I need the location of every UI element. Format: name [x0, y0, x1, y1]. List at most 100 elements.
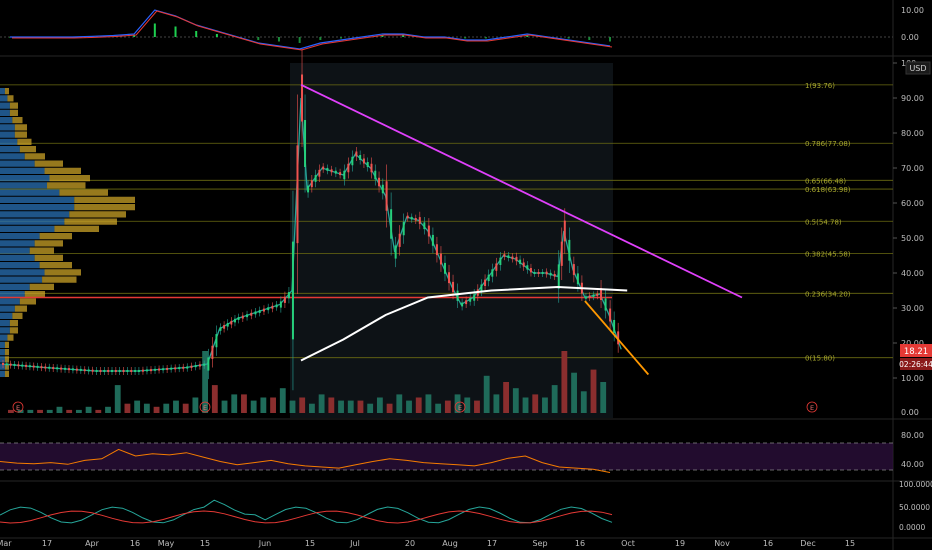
candle-body — [334, 170, 337, 174]
volume-profile-bar-sell — [44, 269, 81, 276]
candle-body — [461, 302, 464, 307]
candle-body — [439, 253, 442, 265]
candle-body — [568, 239, 571, 261]
trendline — [300, 84, 743, 299]
volume-bar — [512, 388, 519, 413]
volume-profile-bar-buy — [0, 370, 5, 377]
volume-bar — [221, 400, 228, 413]
macd-histogram-bar — [153, 23, 156, 37]
candle-body — [246, 314, 249, 318]
candle-body — [56, 367, 59, 370]
candle-body — [211, 345, 214, 359]
candle-body — [182, 366, 185, 369]
candle-body — [560, 241, 563, 266]
earnings-marker — [199, 401, 211, 413]
volume-profile-bar-sell — [4, 349, 9, 356]
x-tick-label: 19 — [675, 539, 685, 548]
volume-bar — [561, 351, 568, 413]
macd-histogram-bar — [340, 37, 343, 39]
candle-body — [141, 369, 144, 372]
x-tick-label: Jul — [349, 539, 360, 548]
price-tick-label: 30.00 — [901, 304, 924, 313]
volume-profile-bar-sell — [64, 218, 117, 225]
candle-body — [366, 162, 369, 167]
candle-body — [390, 209, 393, 239]
volume-profile-bar-sell — [4, 356, 9, 363]
volume-bar — [211, 385, 218, 413]
volume-bar — [367, 403, 374, 413]
candle-body — [287, 292, 290, 299]
candle-body — [194, 365, 197, 368]
volume-profile-bar-buy — [0, 327, 10, 334]
candle-body — [318, 169, 321, 177]
volume-profile-bar-buy — [0, 291, 25, 298]
macd-histogram-bar — [381, 35, 384, 37]
candle-body — [207, 357, 210, 371]
volume-bar — [580, 391, 587, 413]
currency-badge[interactable]: USD — [905, 61, 931, 75]
candle-body — [469, 297, 472, 302]
rsi-line — [0, 448, 611, 473]
candle-body — [473, 294, 476, 301]
x-tick-label: Dec — [800, 539, 815, 548]
volume-profile-bar-sell — [74, 204, 135, 211]
macd-histogram-bar — [257, 37, 260, 40]
candle-body — [322, 166, 325, 170]
earnings-marker-label: E — [810, 404, 814, 412]
volume-profile-bar-sell — [17, 138, 32, 145]
candle-body — [480, 284, 483, 291]
volume-profile-bar-sell — [7, 95, 14, 102]
candle-body — [491, 269, 494, 277]
macd-signal-line — [12, 10, 613, 51]
candle-body — [604, 298, 607, 311]
volume-profile-bar-buy — [0, 189, 60, 196]
volume-profile-bar-buy — [0, 341, 5, 348]
candle-body — [170, 367, 173, 370]
volume-profile-bar-buy — [0, 175, 50, 182]
macd-tick-label: 0.00 — [901, 33, 919, 42]
oscillator-line-2 — [0, 510, 613, 524]
price-pane: 1(93.76) 0.786(77.08) 0.65(66.48)0.618(63.… — [0, 9, 893, 524]
volume-profile-bar-buy — [0, 363, 5, 370]
candle-body — [9, 363, 12, 366]
macd-histogram-bar — [609, 37, 611, 42]
macd-histogram-bar — [319, 37, 322, 40]
fib-level-label: 0.236(34.20) — [805, 290, 851, 298]
candle-body — [414, 218, 417, 221]
volume-profile-bar-buy — [0, 88, 5, 95]
volume-bar — [600, 382, 607, 413]
candle-body — [443, 262, 446, 274]
macd-line — [10, 9, 611, 50]
volume-profile-bar-sell — [29, 247, 54, 254]
candle-body — [17, 364, 20, 367]
fib-level-label: 0.382(45.58) — [805, 250, 851, 258]
candle-body — [549, 272, 552, 276]
x-tick-label: 15 — [305, 539, 315, 548]
volume-bar — [163, 403, 170, 413]
volume-bar — [124, 403, 131, 413]
volume-profile-bar-sell — [44, 167, 81, 174]
volume-bar — [173, 400, 179, 413]
candle-body — [351, 156, 354, 166]
x-tick-label: 15 — [200, 539, 210, 548]
x-tick-label: Sep — [532, 539, 547, 548]
macd-histogram-bar — [567, 37, 570, 39]
candle-body — [359, 155, 362, 160]
candle-body — [279, 301, 282, 308]
volume-profile-bar-buy — [0, 240, 35, 247]
volume-profile-bar-sell — [69, 211, 126, 218]
candle-body — [507, 255, 510, 258]
fib-level-label: 0.5(54.78) — [805, 218, 842, 226]
candle-body — [427, 225, 430, 237]
volume-profile-bar-sell — [42, 276, 77, 283]
volume-bar — [143, 403, 150, 413]
macd-histogram-bar — [402, 35, 405, 37]
candle-body — [537, 272, 540, 274]
volume-bar — [260, 397, 267, 413]
candle-body — [596, 293, 599, 297]
candle-body — [296, 145, 299, 244]
x-tick-label: Mar — [0, 539, 12, 548]
volume-profile-bar-buy — [0, 182, 48, 189]
candle-body — [617, 331, 620, 345]
